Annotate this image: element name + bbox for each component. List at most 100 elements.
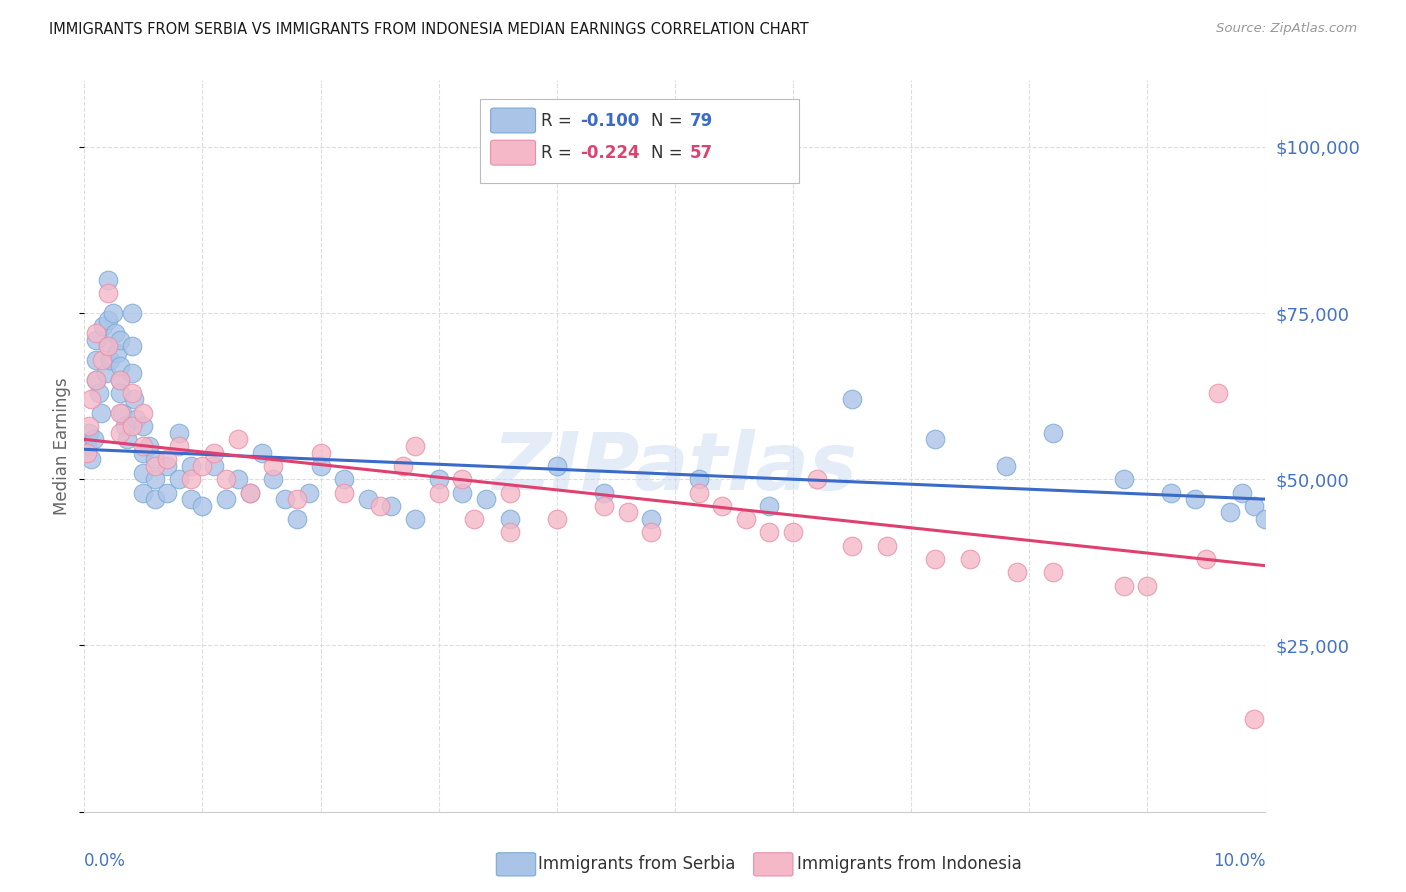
Point (121, 419, 143, 434)
Point (380, 499, 402, 513)
Point (640, 525, 662, 540)
Point (108, 372, 131, 386)
Point (125, 412, 148, 426)
Point (77, 419, 100, 434)
Point (108, 425, 131, 440)
Point (91, 319, 114, 334)
Point (758, 499, 780, 513)
Point (97, 339, 120, 353)
Point (90, 406, 112, 420)
Point (1243, 712, 1265, 726)
Point (167, 472, 190, 486)
Text: R =: R = (541, 144, 578, 161)
Point (132, 406, 155, 420)
Point (404, 439, 426, 453)
Point (84, 333, 107, 347)
Point (546, 512, 568, 526)
Point (546, 458, 568, 473)
Point (475, 492, 498, 507)
Point (226, 472, 249, 486)
Point (97, 312, 120, 326)
Point (97, 286, 120, 301)
Point (1160, 485, 1182, 500)
Point (167, 425, 190, 440)
FancyBboxPatch shape (491, 108, 536, 133)
Text: 57: 57 (690, 144, 713, 161)
Point (132, 439, 155, 453)
Text: Immigrants from Serbia: Immigrants from Serbia (538, 855, 735, 873)
Point (83, 433, 105, 447)
FancyBboxPatch shape (479, 99, 799, 183)
Point (239, 485, 262, 500)
Point (876, 539, 898, 553)
Point (1042, 566, 1064, 580)
Y-axis label: Median Earnings: Median Earnings (53, 377, 72, 515)
Point (1219, 506, 1241, 520)
Point (250, 445, 273, 459)
Point (202, 445, 225, 459)
Point (215, 492, 238, 507)
Point (143, 492, 166, 507)
Point (451, 485, 474, 500)
Point (143, 452, 166, 467)
Point (132, 419, 155, 434)
Text: 79: 79 (690, 112, 713, 129)
Point (463, 512, 485, 526)
Point (121, 306, 143, 320)
Point (84, 372, 107, 386)
Text: IMMIGRANTS FROM SERBIA VS IMMIGRANTS FROM INDONESIA MEDIAN EARNINGS CORRELATION : IMMIGRANTS FROM SERBIA VS IMMIGRANTS FRO… (49, 22, 808, 37)
Text: 10.0%: 10.0% (1213, 852, 1265, 870)
Point (107, 346, 129, 360)
Point (76, 439, 98, 453)
Point (121, 385, 143, 400)
Point (711, 499, 734, 513)
Text: Source: ZipAtlas.com: Source: ZipAtlas.com (1216, 22, 1357, 36)
Point (180, 472, 202, 486)
Point (84, 372, 107, 386)
Point (121, 339, 143, 353)
Point (191, 458, 214, 473)
Point (357, 492, 380, 507)
Point (87, 385, 110, 400)
Point (108, 333, 131, 347)
Point (108, 359, 131, 374)
Point (156, 452, 179, 467)
Text: Immigrants from Indonesia: Immigrants from Indonesia (797, 855, 1022, 873)
Point (1042, 425, 1064, 440)
Point (180, 492, 202, 507)
Point (285, 512, 308, 526)
Point (76, 445, 98, 459)
Point (138, 439, 160, 453)
Point (156, 485, 179, 500)
Point (1112, 579, 1135, 593)
Point (427, 472, 450, 486)
Point (333, 485, 356, 500)
Point (262, 458, 284, 473)
Point (111, 406, 134, 420)
Point (333, 472, 356, 486)
Point (97, 339, 120, 353)
Point (285, 492, 308, 507)
Point (309, 445, 332, 459)
Point (498, 485, 520, 500)
Point (392, 458, 415, 473)
Point (640, 512, 662, 526)
Point (1230, 485, 1253, 500)
Point (1184, 492, 1206, 507)
Point (191, 499, 214, 513)
Point (262, 472, 284, 486)
Point (202, 458, 225, 473)
Point (427, 485, 450, 500)
Point (108, 372, 131, 386)
Point (593, 485, 616, 500)
Point (132, 466, 155, 480)
Point (688, 485, 710, 500)
Point (1195, 552, 1218, 566)
Point (959, 552, 981, 566)
Point (994, 458, 1017, 473)
Point (108, 406, 131, 420)
Point (94, 366, 117, 380)
Point (1254, 512, 1277, 526)
Point (498, 512, 520, 526)
Point (451, 472, 474, 486)
